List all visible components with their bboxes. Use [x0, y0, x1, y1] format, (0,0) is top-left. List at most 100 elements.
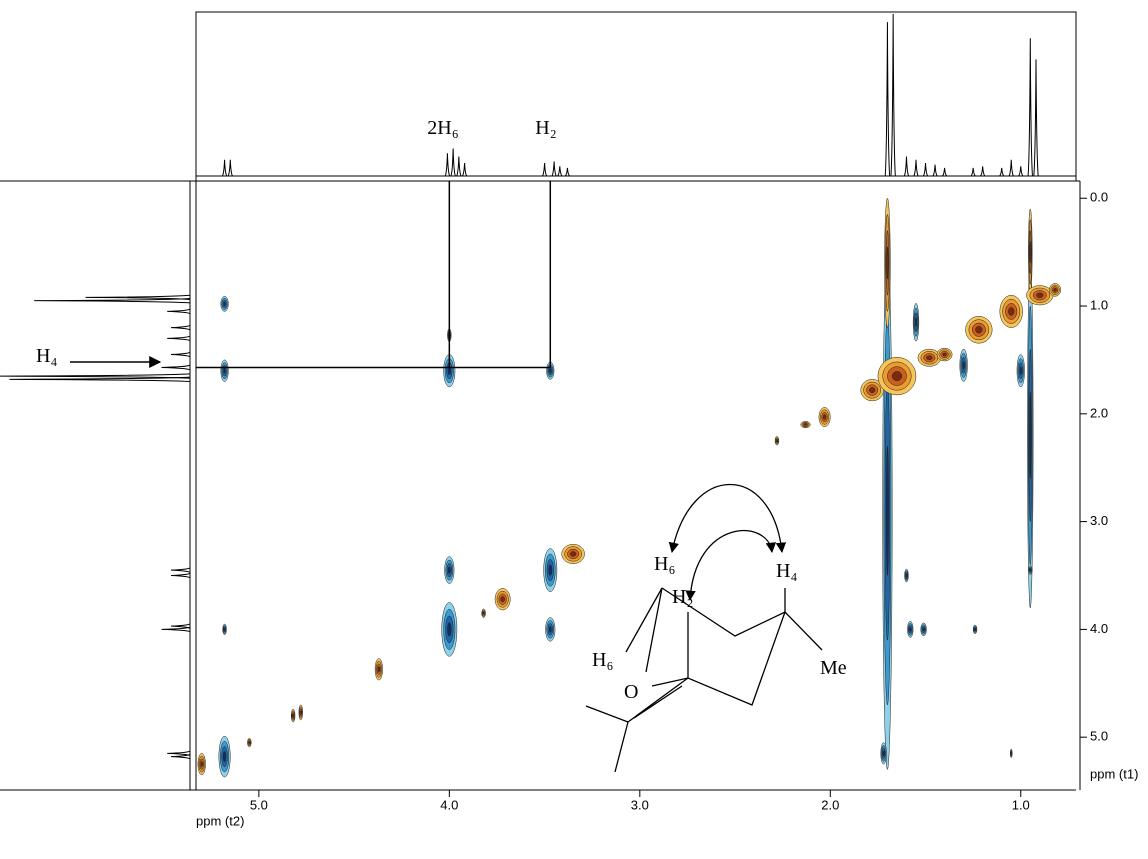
- cross-peak: [220, 359, 229, 382]
- cross-peak: [877, 356, 917, 396]
- cross-peak: [543, 548, 558, 592]
- trace-peak: [170, 572, 191, 579]
- cross-peak: [800, 421, 811, 429]
- bond: [661, 587, 823, 651]
- atom-label: H₆: [592, 649, 613, 671]
- contour-ring: [1029, 241, 1032, 264]
- cross-peak: [912, 303, 920, 342]
- cross-peak: [247, 738, 252, 748]
- cross-peak: [1010, 748, 1013, 758]
- contour-ring: [482, 611, 485, 615]
- contour-ring: [942, 352, 947, 357]
- trace-peak: [170, 567, 191, 573]
- contour-ring: [886, 246, 889, 280]
- trace-peak: [980, 166, 986, 177]
- bond: [625, 587, 663, 653]
- x-tick-label: 3.0: [631, 797, 649, 812]
- trace-peak: [9, 376, 191, 383]
- x-tick-label: 1.0: [1012, 797, 1030, 812]
- molecule: H₆ H₂ H₄ H₆ O Me: [585, 484, 847, 773]
- contour-ring: [1010, 752, 1013, 755]
- trace-peak: [557, 166, 563, 177]
- bond: [585, 705, 629, 773]
- trace-peak: [541, 163, 548, 177]
- cross-peak: [1028, 565, 1033, 575]
- noe-arrow: [668, 484, 787, 554]
- contour-ring: [869, 387, 876, 394]
- trace-peak: [1033, 59, 1039, 177]
- trace-peak: [170, 324, 191, 331]
- atom-label: H₄: [776, 560, 797, 582]
- cross-peak: [290, 708, 296, 723]
- contour-ring: [223, 367, 226, 374]
- y-tick-label: 1.0: [1090, 297, 1108, 312]
- trace-peak: [167, 335, 191, 342]
- cross-peak: [999, 295, 1023, 328]
- cross-peak: [904, 568, 909, 583]
- trace-peak: [34, 297, 191, 304]
- contour-ring: [885, 445, 889, 576]
- top-panel-frame: [195, 11, 1077, 182]
- cross-peak: [880, 742, 887, 765]
- cross-peak: [1049, 283, 1062, 297]
- contour-ring: [804, 423, 807, 426]
- annotation: H₄: [36, 345, 57, 367]
- contour-ring: [974, 628, 976, 631]
- cross-peak: [965, 316, 993, 344]
- cross-peak: [481, 608, 486, 618]
- contour-ring: [1029, 392, 1032, 479]
- trace-peak: [456, 156, 462, 177]
- bond: [645, 587, 663, 673]
- x-tick-label: 5.0: [250, 797, 268, 812]
- contour-ring: [222, 751, 227, 762]
- contour-ring: [1008, 307, 1015, 316]
- contour-ring: [447, 622, 452, 637]
- trace-peak: [170, 351, 191, 358]
- contour-ring: [500, 596, 505, 603]
- cross-peak: [882, 251, 893, 770]
- cross-peak: [972, 624, 978, 634]
- annotation: 2H₆: [427, 117, 458, 139]
- trace-peak: [161, 364, 191, 371]
- contour-ring: [922, 627, 925, 632]
- contour-ring: [882, 750, 885, 757]
- trace-peak: [922, 163, 929, 177]
- cross-peak: [374, 658, 383, 681]
- trace-peak: [564, 167, 570, 177]
- cross-peak: [884, 197, 891, 328]
- contours: [197, 197, 1062, 778]
- contour-ring: [299, 710, 302, 715]
- trace-peak: [1008, 159, 1014, 177]
- trace-peak: [0, 373, 191, 379]
- cross-peak: [936, 347, 953, 362]
- trace-peak: [890, 13, 896, 177]
- cross-peak: [920, 622, 927, 637]
- x-tick-label: 4.0: [440, 797, 458, 812]
- atom-label: Me: [820, 657, 847, 679]
- contour-ring: [915, 317, 917, 328]
- overlay: 5.0 4.0 3.0 2.0 1.0 0.0 1.0 2.0 3.0 4.0 5.0: [0, 13, 1108, 812]
- trace-peak: [1018, 166, 1024, 177]
- contour-ring: [248, 741, 251, 744]
- noe-arrow: [685, 530, 777, 602]
- cross-peak: [298, 704, 303, 721]
- y-tick-label: 0.0: [1090, 190, 1108, 205]
- contour-ring: [377, 666, 381, 673]
- trace-peak: [161, 626, 191, 633]
- x-tick-label: 2.0: [821, 797, 839, 812]
- contour-ring: [1019, 366, 1022, 375]
- cross-peak: [441, 602, 458, 657]
- cross-peak: [197, 753, 206, 776]
- cross-peak: [860, 379, 884, 402]
- atom-label: O: [624, 681, 638, 703]
- trace-peak: [227, 159, 233, 177]
- cross-peak: [917, 348, 942, 367]
- cross-peak: [1028, 208, 1033, 296]
- contour-ring: [548, 626, 552, 633]
- y-tick-label: 3.0: [1090, 513, 1108, 528]
- trace-peak: [170, 753, 191, 760]
- contour-ring: [905, 573, 908, 578]
- atom-label: H₆: [654, 553, 675, 575]
- contour-ring: [776, 439, 778, 443]
